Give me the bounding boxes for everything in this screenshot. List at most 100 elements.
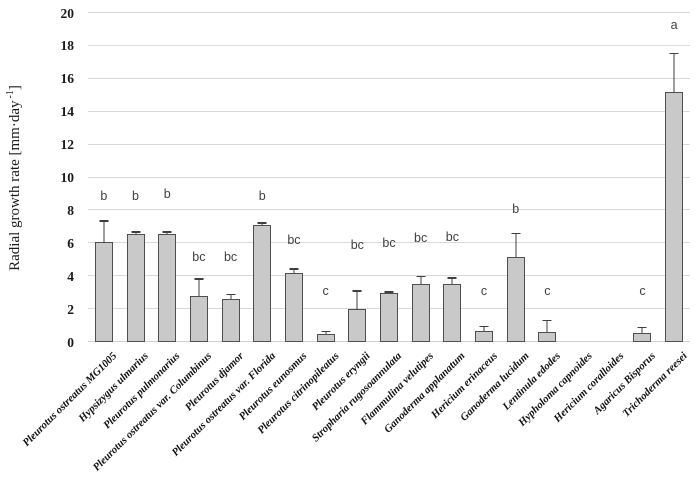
gridline-y18 bbox=[88, 44, 690, 46]
bar-slot-12: bc bbox=[437, 13, 469, 342]
error-bar bbox=[451, 278, 453, 285]
y-tick-label-20: 20 bbox=[60, 5, 75, 21]
bar bbox=[538, 332, 557, 342]
bar-slot-11: bc bbox=[405, 13, 437, 342]
significance-letter: b bbox=[132, 188, 139, 203]
bar bbox=[316, 333, 335, 342]
bar bbox=[475, 331, 494, 342]
y-tick-label-12: 12 bbox=[60, 136, 75, 152]
error-bar bbox=[230, 295, 232, 300]
error-bar bbox=[641, 328, 643, 333]
bar bbox=[506, 257, 525, 342]
error-bar-cap bbox=[131, 231, 140, 233]
error-bar-cap bbox=[226, 293, 236, 296]
significance-letter: bc bbox=[445, 229, 459, 244]
bar bbox=[411, 283, 430, 342]
bar bbox=[253, 225, 272, 342]
y-tick-label-0: 0 bbox=[67, 334, 74, 350]
error-bar bbox=[673, 54, 675, 92]
bar-slot-17 bbox=[595, 13, 627, 342]
error-bar-cap bbox=[384, 291, 394, 293]
bar-slot-2: b bbox=[120, 13, 152, 342]
error-bar-cap bbox=[416, 275, 426, 278]
bar-slot-5: bc bbox=[215, 13, 247, 342]
bar-slot-16 bbox=[563, 13, 595, 342]
error-bar bbox=[293, 269, 295, 273]
error-bar bbox=[388, 292, 390, 294]
bar bbox=[189, 295, 208, 342]
significance-letter: bc bbox=[223, 249, 238, 264]
bar-slot-8: c bbox=[310, 13, 342, 342]
error-bar-cap bbox=[352, 290, 362, 292]
error-bar bbox=[420, 277, 422, 284]
plot-area: b b b bc bc b bc c bc bc bc bc c b c c a bbox=[88, 12, 690, 342]
error-bar-cap bbox=[637, 326, 647, 329]
bar bbox=[443, 284, 462, 342]
bar bbox=[633, 332, 652, 342]
bar-slot-1: b bbox=[88, 13, 120, 342]
error-bar-cap bbox=[321, 330, 331, 333]
y-tick-label-18: 18 bbox=[60, 38, 75, 54]
significance-letter: bc bbox=[192, 249, 206, 264]
gridline-y20 bbox=[88, 12, 690, 13]
gridline-y12 bbox=[88, 143, 690, 145]
error-bar-cap bbox=[542, 319, 552, 322]
bar-slot-13: c bbox=[468, 13, 500, 342]
y-tick-label-2: 2 bbox=[67, 301, 74, 317]
bar bbox=[221, 299, 240, 342]
error-bar bbox=[325, 332, 327, 334]
x-axis-labels: Pleurotus ostreatus MG1005 Hypsizygus ulm… bbox=[20, 343, 690, 482]
error-bar-cap bbox=[162, 231, 172, 233]
error-bar bbox=[515, 234, 517, 258]
bar-slot-10: bc bbox=[373, 13, 405, 342]
error-bar-cap bbox=[257, 222, 267, 224]
significance-letter: bc bbox=[414, 231, 428, 246]
gridline-y4 bbox=[88, 275, 690, 277]
error-bar bbox=[356, 291, 358, 310]
significance-letter: c bbox=[544, 284, 551, 299]
bar-slot-14: b bbox=[500, 13, 532, 342]
significance-letter: c bbox=[322, 284, 329, 299]
error-bar-cap bbox=[479, 325, 489, 328]
error-bar-cap bbox=[99, 220, 109, 222]
error-bar bbox=[198, 279, 200, 296]
bar bbox=[284, 272, 303, 342]
gridline-y10 bbox=[88, 176, 690, 178]
bar-slot-15: c bbox=[532, 13, 564, 342]
bar bbox=[348, 309, 367, 342]
bar bbox=[158, 234, 177, 342]
significance-letter: bc bbox=[287, 233, 301, 248]
error-bar bbox=[261, 223, 263, 226]
bar bbox=[379, 293, 398, 342]
gridline-y6 bbox=[88, 242, 690, 244]
error-bar bbox=[483, 327, 485, 332]
bar-slot-9: bc bbox=[341, 13, 373, 342]
significance-letter: bc bbox=[350, 238, 364, 253]
significance-letter: c bbox=[639, 284, 646, 299]
bar bbox=[665, 91, 684, 342]
error-bar-cap bbox=[194, 278, 204, 280]
y-axis-tick-labels: 0 2 4 6 8 10 12 14 16 18 20 bbox=[0, 6, 80, 348]
y-tick-label-16: 16 bbox=[60, 71, 75, 87]
error-bar-cap bbox=[669, 52, 679, 55]
x-category-label: Pleurotus ostreatus var. Columbinus bbox=[90, 350, 215, 474]
bar bbox=[126, 234, 145, 342]
gridline-y8 bbox=[88, 209, 690, 211]
bar-slot-6: b bbox=[246, 13, 278, 342]
bar bbox=[94, 241, 113, 342]
significance-letter: b bbox=[100, 188, 108, 203]
significance-letter: b bbox=[512, 201, 520, 216]
bar-slot-18: c bbox=[627, 13, 659, 342]
gridline-y16 bbox=[88, 77, 690, 79]
significance-letter: bc bbox=[382, 236, 396, 251]
y-tick-label-14: 14 bbox=[60, 103, 75, 119]
error-bar-cap bbox=[289, 268, 299, 270]
error-bar bbox=[546, 321, 548, 333]
error-bar bbox=[103, 221, 105, 242]
bar-slot-19: a bbox=[658, 13, 690, 342]
error-bar-cap bbox=[447, 277, 457, 279]
significance-letter: a bbox=[670, 17, 678, 32]
bar-slot-3: b bbox=[151, 13, 183, 342]
significance-letter: b bbox=[258, 188, 266, 203]
